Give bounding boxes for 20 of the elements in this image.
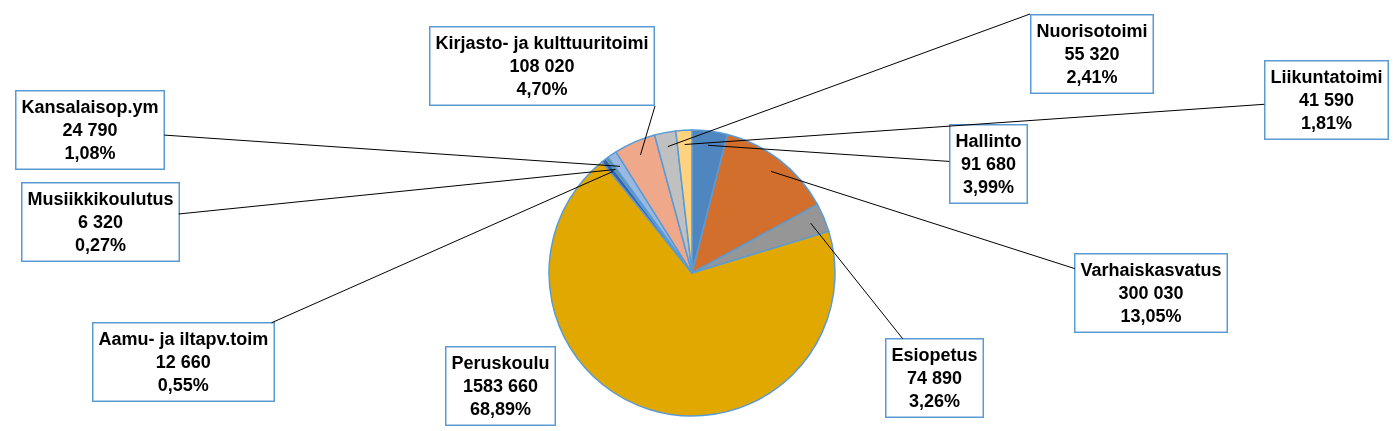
data-label: 55 320 2,41% (1064, 43, 1120, 88)
slice-label: Esiopetus (891, 344, 978, 365)
slice-label: Kansalaisop.ym (21, 96, 159, 117)
data-label: 300 030 13,05% (1118, 282, 1184, 327)
data-label: 74 890 3,26% (906, 367, 963, 412)
data-label: 12 660 0,55% (155, 351, 211, 396)
slice-label: Musiikkikoulutus (27, 188, 174, 209)
data-label: 6 320 0,27% (74, 211, 127, 256)
slice-label: Hallinto (955, 130, 1022, 151)
slice-label: Nuorisotoimi (1036, 20, 1148, 41)
slice-label: Peruskoulu (451, 352, 550, 373)
slice-label: Varhaiskasvatus (1080, 259, 1222, 280)
data-label: 41 590 1,81% (1298, 89, 1355, 134)
slice-label: Kirjasto- ja kulttuuritoimi (435, 32, 649, 53)
data-label: 108 020 4,70% (509, 55, 575, 100)
data-label: 1583 660 68,89% (462, 375, 539, 420)
slice-label: Liikuntatoimi (1270, 66, 1383, 87)
data-label: 91 680 3,99% (960, 153, 1017, 198)
data-label: 24 790 1,08% (62, 119, 118, 164)
slice-label: Aamu- ja iltapv.toim (98, 328, 269, 349)
